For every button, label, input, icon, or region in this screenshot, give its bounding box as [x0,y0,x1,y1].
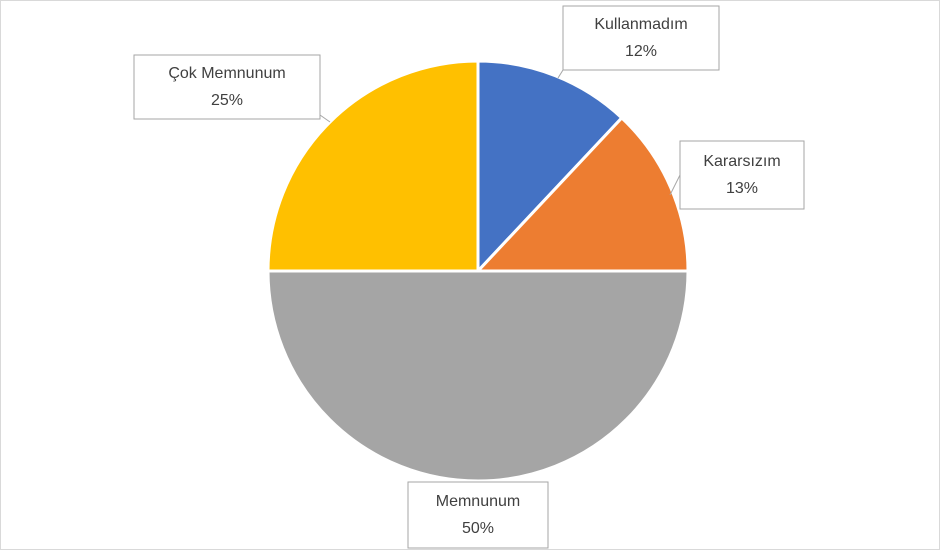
label-value: 12% [625,43,657,60]
label-box [133,54,321,120]
pie-slice [266,59,480,273]
leader-line [557,69,564,79]
leader-line [669,174,681,196]
pie-slice [266,269,690,483]
label-value: 50% [462,520,494,537]
leader-line [319,114,331,123]
label-box [679,140,805,210]
label-name: Kullanmadım [594,16,687,33]
label-name: Memnunum [436,493,520,510]
pie-slice [474,115,690,273]
label-box [407,481,549,549]
label-value: 25% [211,92,243,109]
label-name: Çok Memnunum [168,65,285,82]
pie-slice [476,59,624,275]
label-value: 13% [726,180,758,197]
label-box [562,5,720,71]
label-name: Kararsızım [703,153,780,170]
